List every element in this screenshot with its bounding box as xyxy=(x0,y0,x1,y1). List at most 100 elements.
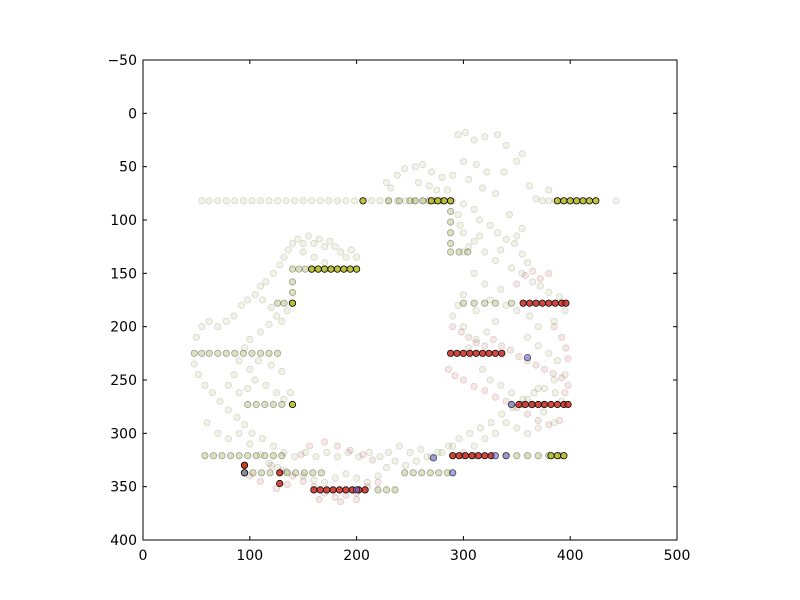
data-point xyxy=(352,486,361,494)
data-point xyxy=(350,197,359,205)
data-point xyxy=(449,312,457,320)
data-point xyxy=(340,265,348,273)
data-point xyxy=(481,133,489,141)
data-point xyxy=(507,389,516,397)
data-point xyxy=(276,479,284,488)
data-point xyxy=(449,442,457,450)
data-point xyxy=(423,453,431,461)
data-point xyxy=(500,168,508,176)
data-point xyxy=(283,469,291,477)
data-point xyxy=(288,278,297,286)
data-point xyxy=(518,250,526,258)
data-point xyxy=(449,469,457,477)
data-point xyxy=(476,424,485,432)
data-point xyxy=(464,248,472,256)
data-point xyxy=(355,453,363,461)
data-point xyxy=(459,229,467,237)
data-point xyxy=(521,271,529,280)
data-point xyxy=(310,476,318,484)
data-point xyxy=(272,485,281,493)
data-point xyxy=(326,237,334,245)
data-point xyxy=(395,197,403,205)
data-point xyxy=(454,131,462,139)
data-point xyxy=(547,400,555,409)
data-point xyxy=(550,323,558,331)
data-point xyxy=(446,229,455,237)
data-point xyxy=(532,195,540,203)
data-point xyxy=(258,435,267,443)
data-point xyxy=(529,267,537,275)
data-point xyxy=(465,175,473,184)
data-point xyxy=(502,235,510,243)
data-point xyxy=(352,265,361,273)
data-point xyxy=(483,328,491,336)
data-point xyxy=(444,442,452,450)
data-point xyxy=(444,365,452,373)
data-point xyxy=(305,442,314,450)
data-point xyxy=(402,461,410,469)
data-point xyxy=(205,197,213,205)
data-point xyxy=(359,197,367,205)
data-point xyxy=(244,400,252,409)
data-point xyxy=(384,197,393,205)
data-point xyxy=(240,421,249,429)
data-point xyxy=(365,448,373,457)
data-point xyxy=(344,448,352,457)
data-point xyxy=(472,339,480,347)
data-point xyxy=(272,389,281,397)
data-point xyxy=(564,355,572,363)
data-point xyxy=(411,163,419,171)
data-point xyxy=(493,229,502,237)
data-point xyxy=(564,381,572,389)
data-point xyxy=(470,237,478,245)
data-point xyxy=(534,416,542,425)
data-point xyxy=(333,265,341,273)
data-point xyxy=(240,461,249,469)
data-point xyxy=(449,171,457,179)
data-point xyxy=(555,416,564,425)
data-point xyxy=(190,360,198,368)
data-point xyxy=(233,413,241,421)
data-point xyxy=(299,197,307,205)
data-point xyxy=(434,448,442,457)
data-point xyxy=(273,349,282,357)
x-tick-label: 300 xyxy=(450,548,477,564)
data-point xyxy=(470,136,478,144)
data-point xyxy=(335,486,344,494)
data-point xyxy=(550,419,558,427)
y-tick-label: −50 xyxy=(107,53,137,69)
data-point xyxy=(530,389,538,397)
data-point xyxy=(198,323,206,331)
data-point xyxy=(214,349,222,357)
data-point xyxy=(278,317,286,325)
data-point xyxy=(214,323,222,331)
data-point xyxy=(472,349,480,357)
data-point xyxy=(292,469,300,477)
data-point xyxy=(539,408,548,416)
data-point xyxy=(244,296,252,304)
data-point xyxy=(208,389,216,397)
data-point xyxy=(536,282,544,290)
data-point xyxy=(435,469,443,477)
data-point xyxy=(320,259,329,267)
data-point xyxy=(466,429,474,437)
data-point xyxy=(425,182,433,190)
data-point xyxy=(267,461,275,469)
data-point xyxy=(331,474,339,482)
data-point xyxy=(224,381,232,389)
data-point xyxy=(433,186,441,194)
data-point xyxy=(288,472,297,480)
data-point xyxy=(361,486,369,494)
data-point xyxy=(411,197,419,205)
data-point xyxy=(267,303,275,312)
data-point xyxy=(376,453,384,461)
data-point xyxy=(545,288,553,297)
data-point xyxy=(239,197,247,205)
y-tick-label: 100 xyxy=(110,213,137,229)
data-point xyxy=(329,486,337,494)
data-point xyxy=(491,452,499,460)
data-point xyxy=(283,307,291,315)
data-point xyxy=(525,182,534,190)
